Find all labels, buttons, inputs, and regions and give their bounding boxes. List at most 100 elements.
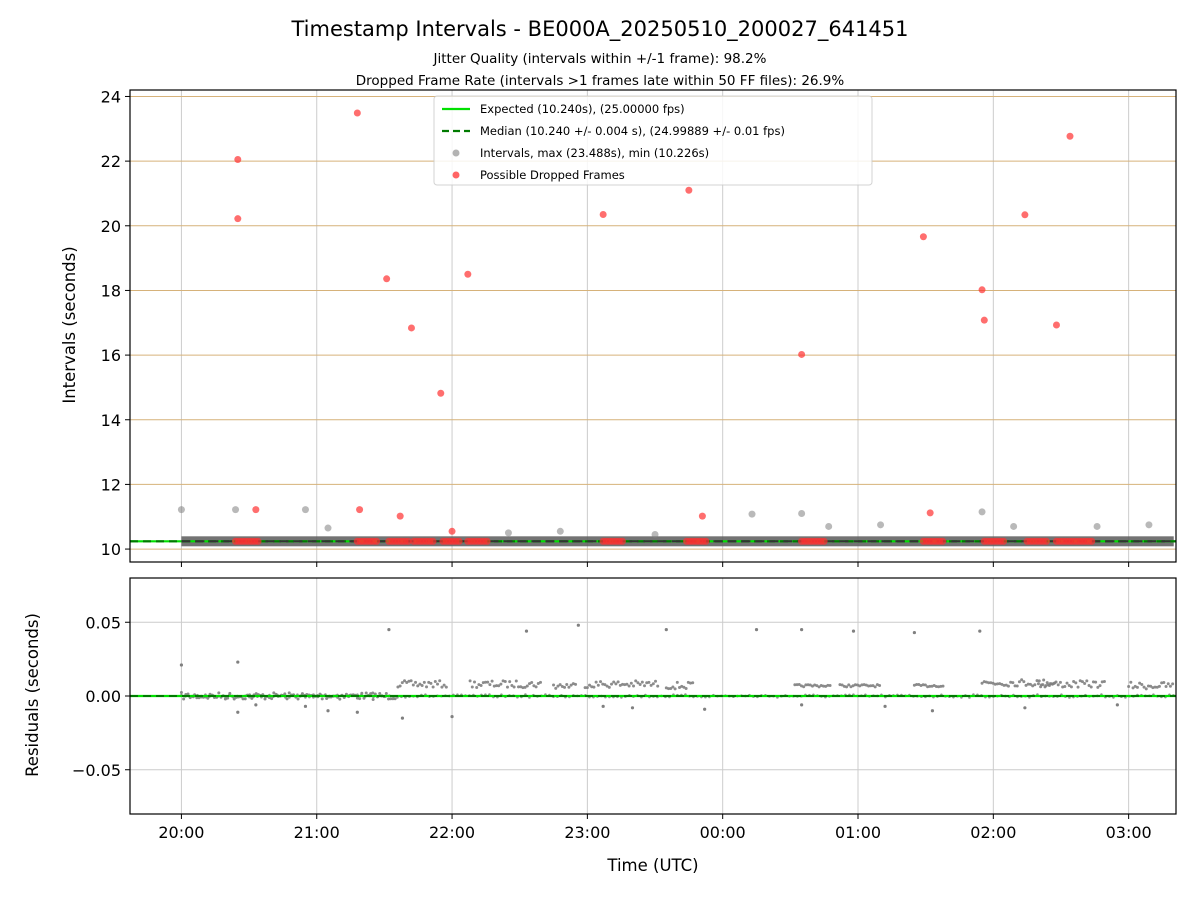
residual-outlier-8: [400, 716, 405, 720]
residual-point: [556, 684, 560, 688]
dropped-cluster-point: [254, 537, 262, 545]
residual-point: [1033, 683, 1037, 687]
dropped-cluster-8: [798, 537, 828, 545]
residual-point: [1047, 684, 1051, 688]
residual-outlier-11: [576, 623, 580, 627]
residual-point: [525, 684, 529, 688]
residual-outlier-20: [883, 704, 887, 708]
residual-point: [826, 683, 830, 687]
residual-point: [514, 679, 518, 683]
residual-point: [405, 680, 409, 684]
residual-point: [179, 691, 183, 695]
residual-point: [534, 685, 538, 689]
residual-point: [552, 683, 556, 687]
residual-point: [941, 684, 945, 688]
residual-point: [627, 684, 631, 688]
residual-outlier-17: [800, 628, 804, 632]
residual-point: [468, 679, 472, 683]
residual-point: [847, 683, 851, 687]
residual-point: [436, 682, 440, 686]
legend-label-1: Median (10.240 +/- 0.004 s), (24.99889 +…: [480, 124, 785, 138]
residual-point: [629, 681, 633, 685]
residual-point: [656, 684, 660, 688]
residual-point: [1015, 684, 1019, 688]
residual-point: [1074, 681, 1078, 685]
residual-point: [583, 686, 587, 690]
residual-point: [558, 683, 562, 687]
residual-point: [442, 683, 446, 687]
dropped-frame-point-8: [437, 389, 445, 397]
residual-point: [588, 683, 592, 687]
residual-point: [585, 686, 589, 690]
x-tick-label-3: 23:00: [564, 823, 610, 842]
dropped-frame-point-6: [396, 512, 404, 520]
x-tick-label-4: 00:00: [700, 823, 746, 842]
residual-outlier-3: [254, 703, 258, 707]
residual-point: [241, 697, 245, 701]
residual-point: [272, 691, 276, 695]
residual-point: [921, 683, 925, 687]
x-axis-label: Time (UTC): [606, 856, 698, 875]
residual-point: [817, 685, 821, 689]
residual-point: [1085, 679, 1089, 683]
interval-point-9: [825, 522, 833, 530]
residual-point: [490, 679, 494, 683]
residual-point: [599, 680, 603, 684]
residual-point: [647, 680, 651, 684]
residual-point: [1171, 682, 1175, 686]
residual-point: [371, 691, 375, 695]
dropped-cluster-point: [820, 537, 828, 545]
legend-entry-3: Possible Dropped Frames: [452, 168, 625, 182]
intervals-ytick-label-3: 16: [101, 346, 121, 365]
residual-point: [563, 685, 567, 689]
residual-segment-8: [838, 683, 882, 689]
residual-outlier-12: [601, 704, 605, 708]
dropped-cluster-9: [919, 537, 947, 545]
residual-point: [481, 681, 485, 685]
residual-point: [1065, 681, 1069, 685]
residual-point: [358, 697, 362, 701]
residual-point: [603, 683, 607, 687]
interval-point-4: [504, 529, 512, 537]
residuals-ytick-label-0: 0.05: [85, 613, 121, 632]
residual-point: [521, 686, 525, 690]
legend-intervals-swatch: [452, 149, 460, 157]
residual-point: [923, 683, 927, 687]
residual-point: [425, 685, 429, 689]
residual-point: [673, 687, 677, 691]
dropped-cluster-10: [980, 537, 1008, 545]
dropped-frame-point-5: [383, 275, 391, 283]
residual-outlier-6: [355, 710, 359, 714]
residual-point: [669, 687, 673, 691]
residual-point: [682, 685, 686, 689]
residual-point: [815, 684, 819, 688]
residual-point: [1098, 684, 1102, 688]
residual-segment-5: [583, 679, 660, 690]
residual-point: [387, 697, 391, 701]
residual-outlier-15: [703, 707, 707, 711]
residual-point: [1144, 687, 1148, 691]
residual-point: [638, 682, 642, 686]
residual-point: [1142, 685, 1146, 689]
residual-point: [1036, 682, 1040, 686]
residual-point: [378, 692, 382, 696]
residual-outlier-7: [387, 628, 391, 632]
residual-point: [840, 683, 844, 687]
residual-point: [475, 685, 479, 689]
residual-point: [1020, 678, 1024, 682]
residual-point: [667, 687, 671, 691]
intervals-ytick-label-4: 18: [101, 281, 121, 300]
residual-point: [217, 691, 221, 695]
dropped-frame-point-13: [698, 512, 706, 520]
residual-point: [671, 685, 675, 689]
residual-point: [804, 683, 808, 687]
residual-point: [928, 684, 932, 688]
intervals-ytick-label-6: 22: [101, 152, 121, 171]
residual-point: [808, 683, 812, 687]
residual-point: [821, 684, 825, 688]
residual-point: [1164, 684, 1168, 688]
residual-point: [640, 680, 644, 684]
dropped-frame-point-7: [407, 324, 415, 332]
dropped-frame-point-21: [1066, 132, 1074, 140]
dropped-frame-point-0: [234, 156, 242, 164]
